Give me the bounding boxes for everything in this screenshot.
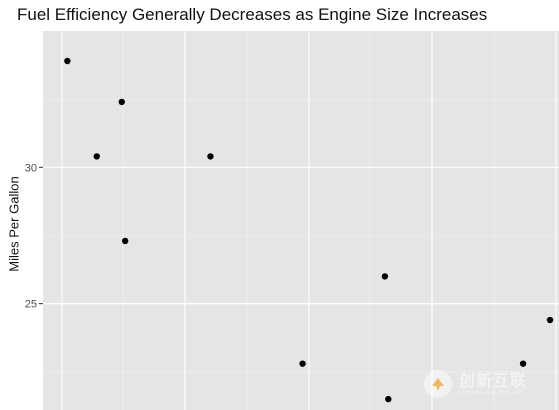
- data-point: [299, 360, 306, 367]
- watermark-text-cn: 创新互联: [459, 370, 528, 390]
- data-point: [385, 395, 392, 403]
- plot-panel: [43, 31, 559, 410]
- data-point: [121, 237, 129, 245]
- data-point: [64, 57, 71, 65]
- watermark-logo: 创新互联 CHUANG XIN HU LIAN: [423, 364, 551, 404]
- data-point: [207, 153, 214, 160]
- y-tick-label: 30: [25, 162, 37, 174]
- data-point: [93, 153, 100, 160]
- chart-title: Fuel Efficiency Generally Decreases as E…: [17, 5, 488, 24]
- watermark-text-en: CHUANG XIN HU LIAN: [459, 389, 523, 396]
- data-point: [118, 98, 125, 106]
- data-point: [546, 316, 554, 324]
- watermark-icon: [424, 370, 452, 398]
- data-point: [519, 360, 527, 367]
- data-point: [381, 273, 389, 280]
- y-tick-label: 25: [25, 299, 37, 311]
